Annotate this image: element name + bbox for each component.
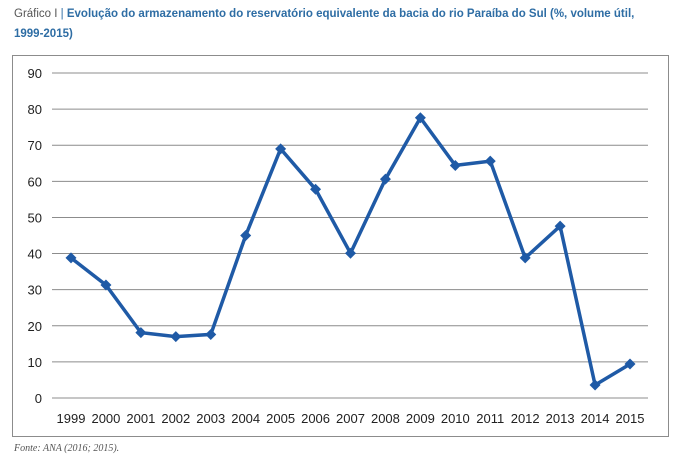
x-tick-label: 2011 [476, 411, 504, 426]
caption-lead: Gráfico I [14, 8, 58, 20]
x-tick-label: 2003 [196, 411, 225, 426]
y-tick-label: 40 [28, 247, 42, 262]
x-tick-label: 2014 [581, 411, 610, 426]
chart-frame [12, 55, 669, 437]
x-tick-label: 2006 [301, 411, 330, 426]
y-tick-label: 20 [28, 319, 42, 334]
data-point [205, 328, 217, 340]
y-tick-label: 70 [28, 138, 42, 153]
caption-separator: | [60, 8, 67, 20]
data-point [554, 220, 566, 232]
source-note: Fonte: ANA (2016; 2015). [14, 443, 120, 454]
y-tick-label: 80 [28, 102, 42, 117]
x-tick-label: 2002 [161, 411, 190, 426]
x-tick-label: 2010 [441, 411, 470, 426]
y-tick-label: 90 [28, 66, 42, 81]
data-point [135, 327, 147, 339]
data-point [589, 379, 601, 391]
data-point [275, 143, 287, 155]
chart-title: Evolução do armazenamento do reservatóri… [14, 8, 635, 40]
y-tick-label: 50 [28, 210, 42, 225]
y-tick-label: 10 [28, 355, 42, 370]
data-point [240, 230, 252, 241]
x-tick-label: 2007 [336, 411, 365, 426]
data-point [449, 159, 461, 171]
y-tick-label: 0 [35, 391, 42, 406]
data-point [414, 112, 426, 124]
data-point [65, 252, 77, 264]
x-tick-label: 2004 [231, 411, 260, 426]
y-tick-label: 30 [28, 283, 42, 298]
chart-caption: Gráfico I | Evolução do armazenamento do… [14, 4, 664, 44]
data-point [345, 247, 356, 259]
data-point [310, 183, 322, 195]
x-tick-label: 1999 [57, 411, 86, 426]
x-tick-label: 2013 [546, 411, 575, 426]
data-point [170, 331, 182, 343]
x-tick-label: 2008 [371, 411, 400, 426]
x-tick-label: 2012 [511, 411, 540, 426]
x-tick-label: 2005 [266, 411, 295, 426]
y-tick-label: 60 [28, 174, 42, 189]
x-tick-label: 2009 [406, 411, 435, 426]
data-point [624, 358, 636, 370]
data-point [100, 279, 112, 291]
data-point [484, 155, 496, 167]
data-point [519, 252, 531, 264]
x-tick-label: 2000 [91, 411, 120, 426]
x-tick-label: 2001 [126, 411, 155, 426]
data-point [379, 173, 391, 185]
x-tick-label: 2015 [616, 411, 645, 426]
